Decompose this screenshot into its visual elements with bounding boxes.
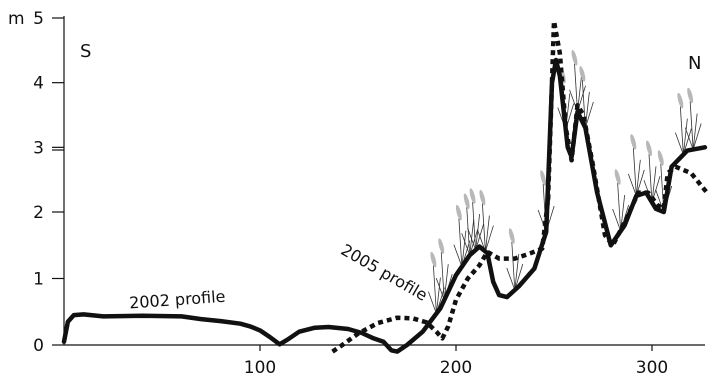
ticks: 0 1 2 3 4 5 100 200 300 (33, 9, 668, 378)
direction-label-north: N (688, 53, 701, 74)
label-2005-profile: 2005 profile (338, 240, 431, 305)
y-unit-label: m (8, 9, 25, 29)
vegetation-layer (428, 50, 702, 314)
profile-2002-line (61, 57, 708, 354)
reed-plant (627, 134, 645, 196)
reed-plant (684, 87, 702, 150)
labels-layer: m S N 2002 profile 2005 profile (8, 9, 701, 312)
reed-plant (477, 189, 494, 252)
x-tick-label: 200 (440, 358, 472, 378)
y-tick-label: 5 (33, 9, 44, 29)
x-tick-label: 300 (636, 358, 668, 378)
y-tick-label: 1 (33, 270, 44, 290)
label-2002-profile: 2002 profile (129, 287, 226, 313)
y-tick-label: 3 (33, 138, 44, 158)
profile-2005-line (331, 18, 709, 354)
reed-plant (453, 204, 471, 267)
y-tick-label: 2 (33, 203, 44, 223)
y-tick-label: 4 (33, 74, 44, 94)
reed-plant (461, 193, 479, 256)
reed-plant (506, 228, 524, 291)
reed-plant (467, 188, 484, 251)
x-tick-label: 100 (244, 358, 276, 378)
reed-plant (674, 92, 692, 155)
direction-label-south: S (80, 41, 91, 62)
series-layer (61, 18, 709, 354)
y-tick-label: 0 (33, 336, 44, 356)
